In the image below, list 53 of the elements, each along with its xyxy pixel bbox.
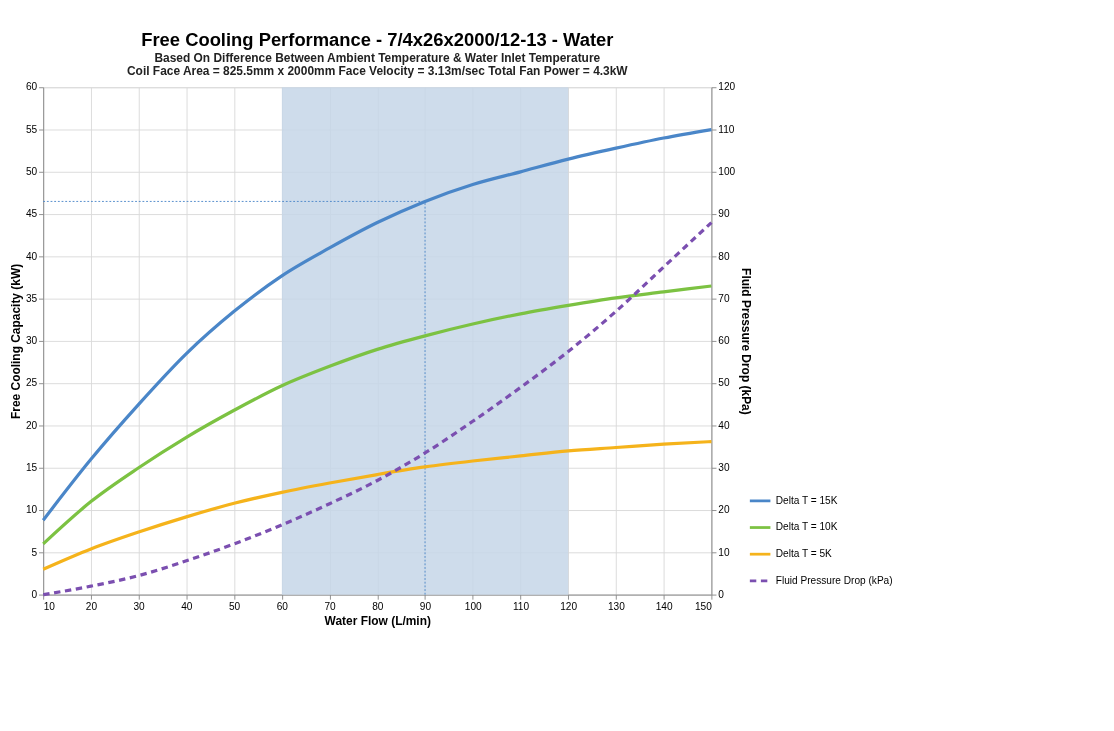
legend-label: Fluid Pressure Drop (kPa)	[775, 574, 893, 586]
y2-tick-label: 10	[718, 546, 730, 558]
y-tick-label: 15	[25, 462, 38, 474]
x-tick-label: 50	[228, 600, 241, 612]
y2-axis-title: Fluid Pressure Drop (kPa)	[738, 268, 753, 415]
x-tick-label: 120	[560, 600, 578, 612]
text: Coil Face Area = 825.5mm x 2000mm Face Velocity = 3.13m/sec Total Fan Power = 4.3kW	[126, 64, 629, 79]
y-axis-title: Free Cooling Capacity (kW)	[8, 263, 23, 420]
y-tick-label: 10	[25, 504, 38, 516]
y2-tick-label: 110	[718, 123, 735, 135]
y-tick-label: 40	[25, 250, 38, 262]
y-tick-label: 45	[25, 208, 38, 220]
y-tick-label: 35	[25, 292, 38, 304]
x-tick-label: 10	[43, 600, 56, 612]
y2-tick-label: 70	[718, 292, 730, 304]
x-tick-label: 20	[85, 600, 98, 612]
y2-tick-label: 120	[718, 81, 736, 93]
y2-tick-label: 0	[718, 588, 725, 600]
y-tick-label: 25	[25, 377, 38, 389]
y-tick-label: 0	[31, 588, 38, 600]
legend-label: Delta T = 5K	[775, 547, 833, 559]
x-tick-label: 90	[419, 600, 432, 612]
y2-tick-label: 50	[718, 377, 730, 389]
y-tick-label: 30	[25, 335, 38, 347]
x-tick-label: 70	[324, 600, 337, 612]
x-tick-label: 60	[276, 600, 289, 612]
y-tick-label: 55	[25, 123, 38, 135]
y2-tick-label: 40	[718, 419, 730, 431]
legend-label: Delta T = 10K	[775, 521, 838, 533]
x-tick-label: 80	[372, 600, 384, 612]
x-tick-label: 30	[133, 600, 146, 612]
y2-tick-label: 60	[718, 335, 730, 347]
y2-tick-label: 80	[718, 250, 730, 262]
x-axis-title: Water Flow (L/min)	[324, 613, 431, 628]
chart-subtitle: Based On Difference Between Ambient Temperature & Water Inlet Temperature	[154, 50, 601, 65]
x-tick-label: 150	[695, 600, 713, 612]
x-tick-label: 130	[607, 600, 626, 612]
y2-tick-label: 30	[718, 462, 730, 474]
line-series	[41, 284, 714, 546]
y-tick-label: 60	[25, 81, 38, 93]
x-tick-label: 40	[181, 600, 193, 612]
y-tick-label: 20	[25, 419, 38, 431]
y-tick-label: 5	[31, 546, 38, 558]
x-tick-label: 110	[512, 600, 530, 612]
line-series	[41, 439, 714, 571]
legend-label: Delta T = 15K	[775, 494, 838, 506]
x-tick-label: 100	[464, 600, 483, 612]
x-tick-label: 140	[655, 600, 673, 612]
y-tick-label: 50	[25, 166, 38, 178]
y2-tick-label: 90	[718, 208, 730, 220]
y2-tick-label: 100	[718, 166, 736, 178]
y2-tick-label: 20	[718, 504, 730, 516]
chart-title: Free Cooling Performance - 7/4x26x2000/12-13 - Water	[141, 28, 614, 50]
